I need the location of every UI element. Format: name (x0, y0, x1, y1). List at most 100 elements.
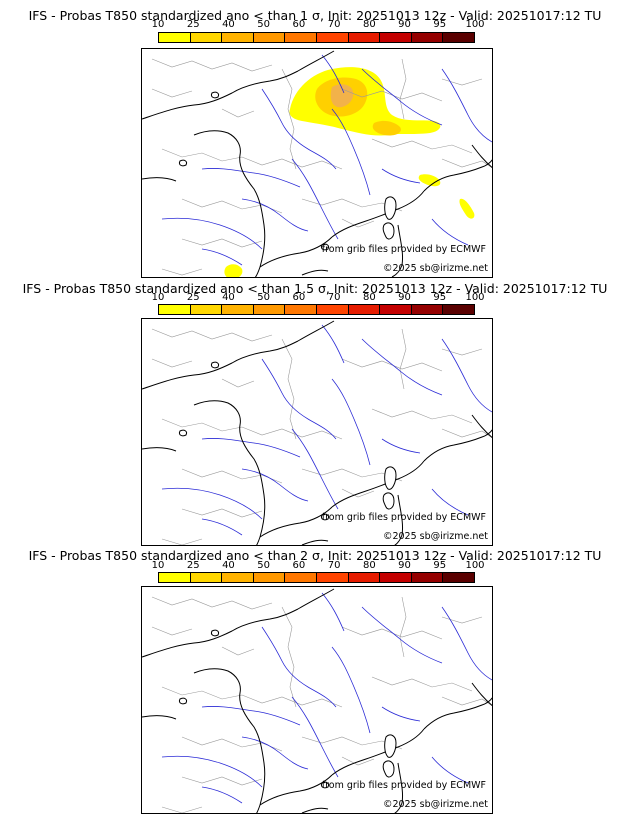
admin-border (161, 686, 343, 708)
colorbar-tick-label: 10 (151, 19, 165, 30)
colorbar-segment (443, 33, 474, 42)
island (382, 222, 395, 240)
coastline (423, 429, 492, 462)
source-credit: from grib files provided by ECMWF (321, 244, 486, 255)
colorbar-tick-label: 90 (398, 560, 411, 571)
colorbar-tick-label: 60 (292, 292, 306, 303)
colorbar-segment (222, 305, 254, 314)
coastline (471, 144, 492, 168)
coastline (297, 320, 335, 342)
coastline (142, 608, 299, 658)
river (321, 54, 345, 94)
france-map (142, 588, 492, 813)
river (241, 198, 309, 232)
coastline (193, 400, 266, 545)
river (361, 606, 443, 664)
panel-title: IFS - Probas T850 standardized ano < tha… (22, 281, 608, 296)
probability-colorbar (158, 32, 475, 43)
colorbar-segment (285, 33, 317, 42)
coastline (142, 715, 177, 720)
admin-border (441, 696, 492, 707)
river (261, 88, 337, 170)
colorbar-tick-label: 100 (465, 19, 485, 30)
coastline (394, 494, 403, 545)
colorbar-tick-label: 40 (222, 19, 235, 30)
admin-border (281, 606, 297, 708)
coastline (301, 269, 329, 276)
copyright-credit: ©2025 sb@irizme.net (382, 263, 488, 274)
admin-border (161, 538, 203, 545)
admin-border (151, 328, 273, 342)
colorbar-tick-label: 80 (362, 292, 376, 303)
river (321, 324, 345, 364)
river (201, 518, 243, 536)
river (431, 218, 469, 246)
colorbar-segment (159, 33, 191, 42)
colorbar-segment (159, 305, 191, 314)
island (384, 466, 397, 490)
colorbar-tick-label: 90 (398, 19, 411, 30)
admin-border (151, 596, 273, 610)
probability-colorbar (158, 572, 475, 583)
coastline (301, 539, 329, 545)
river (361, 68, 443, 126)
river (201, 706, 301, 726)
river (241, 736, 309, 770)
admin-border (161, 148, 343, 170)
colorbar-segment (348, 33, 381, 42)
admin-border (341, 218, 375, 228)
river (381, 438, 421, 454)
river (381, 168, 421, 184)
river (431, 756, 469, 784)
colorbar-segment (380, 33, 412, 42)
river (241, 468, 309, 502)
island (321, 513, 329, 521)
river (361, 338, 443, 396)
coastline (259, 506, 333, 538)
geography (142, 320, 492, 545)
river (431, 488, 469, 516)
geography (142, 588, 492, 813)
prob-area-south (224, 264, 243, 277)
colorbar-segment (285, 305, 317, 314)
river (161, 217, 263, 250)
admin-border (341, 756, 375, 766)
admin-border (371, 408, 473, 424)
colorbar-tick-label: 50 (257, 19, 271, 30)
admin-border (221, 646, 255, 656)
admin-border (371, 676, 473, 692)
admin-border (441, 78, 483, 86)
island (211, 361, 219, 369)
island (179, 697, 187, 705)
colorbar-segment (190, 573, 223, 582)
colorbar-tick-label: 70 (327, 19, 341, 30)
colorbar-tick-label: 50 (257, 292, 271, 303)
admin-border (221, 378, 255, 388)
island (179, 429, 187, 437)
river (161, 755, 263, 788)
colorbar-segment (348, 305, 381, 314)
admin-border (281, 338, 297, 440)
coastline (423, 159, 492, 192)
colorbar-tick-label: 10 (151, 292, 165, 303)
admin-border (221, 108, 255, 118)
admin-border (399, 328, 407, 390)
coastline (423, 697, 492, 730)
admin-border (441, 158, 492, 169)
colorbar-tick-label: 90 (398, 292, 411, 303)
island (382, 760, 395, 778)
river (441, 606, 492, 681)
admin-border (341, 488, 375, 498)
coastline (142, 177, 177, 182)
admin-border (181, 776, 263, 786)
admin-border (181, 468, 283, 484)
colorbar-segment (253, 573, 286, 582)
coastline (297, 588, 335, 610)
river (381, 706, 421, 722)
admin-border (181, 198, 283, 214)
river (201, 168, 301, 188)
river (441, 338, 492, 413)
source-credit: from grib files provided by ECMWF (321, 780, 486, 791)
colorbar-segment (253, 305, 286, 314)
colorbar-segment (190, 305, 223, 314)
